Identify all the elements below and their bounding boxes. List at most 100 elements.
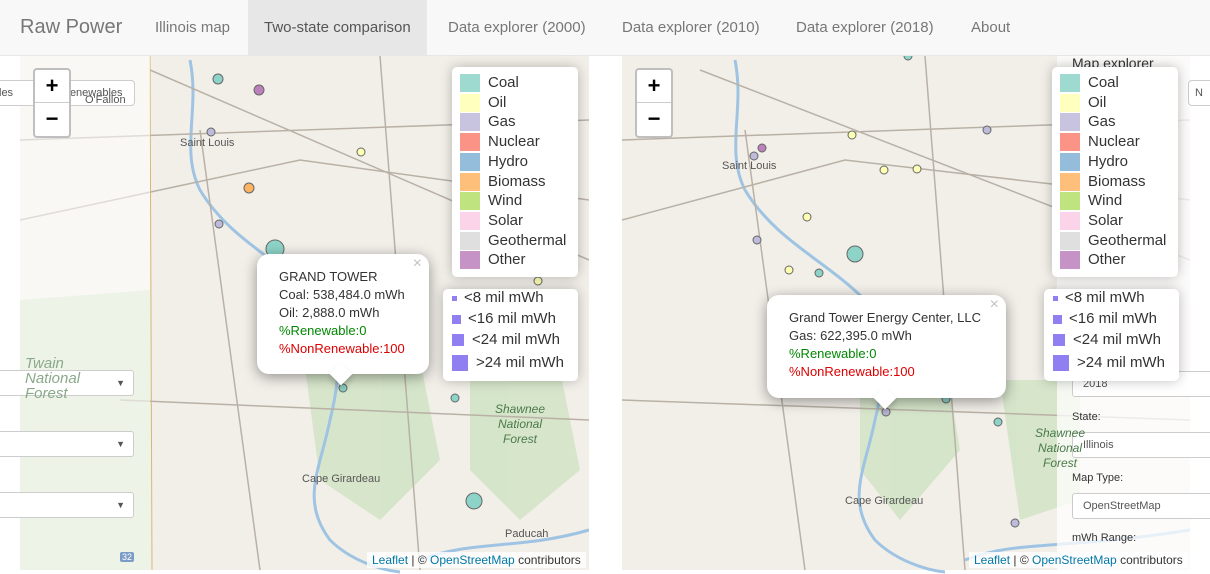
size-label: <8 mil mWh xyxy=(464,289,544,306)
plant-marker[interactable] xyxy=(982,125,992,135)
plant-marker[interactable] xyxy=(206,127,216,137)
plant-marker[interactable] xyxy=(214,219,224,229)
legend: Coal Oil Gas Nuclear Hydro Biomass Wind Solar Ge… xyxy=(452,67,578,277)
legend-swatch xyxy=(1060,133,1080,152)
plant-marker[interactable] xyxy=(847,130,857,140)
attribution-text: | © xyxy=(411,553,427,567)
size-label: <8 mil mWh xyxy=(1065,289,1145,306)
popup-close[interactable]: × xyxy=(412,255,422,272)
brand[interactable]: Raw Power xyxy=(20,16,123,38)
dropdown[interactable]: ▼ xyxy=(0,431,134,457)
legend-label: Hydro xyxy=(488,152,529,170)
place-label: Shawnee National Forest xyxy=(494,402,546,446)
place-label: Cape Girardeau xyxy=(845,495,924,507)
popup-renewable: %Renewable:0 xyxy=(789,346,877,361)
legend-swatch xyxy=(460,74,480,92)
legend-label: Geothermal xyxy=(1088,231,1167,249)
legend-swatch xyxy=(460,113,480,132)
nav-tab[interactable]: Data explorer (2000) xyxy=(448,19,586,36)
size-legend: <8 mil mWh <16 mil mWh <24 mil mWh >24 mil … xyxy=(443,289,578,381)
attribution: Leaflet | © OpenStreetMap contributors xyxy=(969,552,1188,568)
control-button[interactable]: N xyxy=(1188,80,1210,106)
dropdown[interactable]: ▼ xyxy=(0,370,134,396)
plant-marker[interactable] xyxy=(465,492,483,510)
popup-body: GRAND TOWER Coal: 538,484.0 mWh Oil: 2,888… xyxy=(279,268,405,358)
size-label: <16 mil mWh xyxy=(468,310,556,327)
nav-tab[interactable]: Data explorer (2010) xyxy=(622,19,760,36)
plant-marker[interactable] xyxy=(881,407,891,417)
size-swatch xyxy=(1053,334,1065,346)
legend-label: Nuclear xyxy=(1088,133,1140,151)
plant-marker[interactable] xyxy=(802,212,812,222)
field-input[interactable]: OpenStreetMap xyxy=(1072,493,1210,519)
popup-title: Grand Tower Energy Center, LLC xyxy=(789,310,981,325)
zoom-button[interactable]: + xyxy=(35,70,69,103)
legend-swatch xyxy=(1060,211,1080,230)
attribution: Leaflet | © OpenStreetMap contributors xyxy=(367,552,586,568)
place-label: Shawnee National Forest xyxy=(1034,426,1086,470)
size-label: >24 mil mWh xyxy=(476,354,564,371)
plant-marker[interactable] xyxy=(993,417,1003,427)
popup-nonrenewable: %NonRenewable:100 xyxy=(279,341,405,356)
size-swatch xyxy=(452,355,468,371)
legend-label: Wind xyxy=(1088,192,1123,210)
size-swatch xyxy=(1053,295,1058,301)
popup-nonrenewable: %NonRenewable:100 xyxy=(789,364,915,379)
plant-marker[interactable] xyxy=(212,73,224,85)
plant-marker[interactable] xyxy=(757,143,767,153)
attribution-link[interactable]: OpenStreetMap xyxy=(1032,553,1117,567)
plant-marker[interactable] xyxy=(533,276,543,286)
legend-swatch xyxy=(460,231,480,250)
place-label: O'Fallon xyxy=(85,94,126,106)
zoom-button[interactable]: + xyxy=(637,70,671,103)
plant-marker[interactable] xyxy=(253,84,265,96)
legend-label: Oil xyxy=(1088,93,1107,111)
legend-swatch xyxy=(460,251,480,270)
size-swatch xyxy=(1053,314,1062,324)
plant-marker[interactable] xyxy=(846,245,864,263)
plant-marker[interactable] xyxy=(784,265,794,275)
size-swatch xyxy=(452,314,461,324)
size-swatch xyxy=(1053,355,1069,371)
legend-label: Solar xyxy=(1088,211,1124,229)
legend-swatch xyxy=(460,93,480,112)
plant-marker[interactable] xyxy=(450,393,460,403)
legend-label: Coal xyxy=(1088,74,1119,91)
plant-marker[interactable] xyxy=(356,147,366,157)
plant-marker[interactable] xyxy=(752,235,762,245)
zoom-button[interactable]: − xyxy=(45,106,59,131)
plant-marker[interactable] xyxy=(879,165,889,175)
attribution-text: contributors xyxy=(1120,553,1183,567)
legend-label: Biomass xyxy=(1088,172,1146,190)
plant-marker[interactable] xyxy=(814,268,824,278)
plant-marker[interactable] xyxy=(1010,518,1020,528)
attribution-link[interactable]: Leaflet xyxy=(372,553,409,567)
legend-swatch xyxy=(1060,172,1080,191)
attribution-link[interactable]: OpenStreetMap xyxy=(430,553,515,567)
plant-marker[interactable] xyxy=(749,151,759,161)
popup-title: GRAND TOWER xyxy=(279,269,378,284)
field-label: State: xyxy=(1072,411,1101,423)
field-input[interactable]: Illinois xyxy=(1072,432,1210,458)
legend-label: Coal xyxy=(488,74,519,91)
nav-tab[interactable]: Two-state comparison xyxy=(248,0,427,55)
badge: 32 xyxy=(120,552,135,562)
plant-marker[interactable] xyxy=(243,182,255,194)
attribution-link[interactable]: Leaflet xyxy=(974,553,1011,567)
legend-swatch xyxy=(1060,251,1080,270)
plant-marker[interactable] xyxy=(912,164,922,174)
popup-close[interactable]: × xyxy=(989,296,999,313)
nav-tab[interactable]: Data explorer (2018) xyxy=(796,19,934,36)
nav-tab[interactable]: Illinois map xyxy=(155,19,231,36)
popup-line: Gas: 622,395.0 mWh xyxy=(789,328,912,343)
dropdown[interactable]: ▼ xyxy=(0,492,134,518)
size-swatch xyxy=(452,334,464,346)
popup-body: Grand Tower Energy Center, LLC Gas: 622,3… xyxy=(789,309,981,381)
plant-marker[interactable] xyxy=(338,383,348,393)
popup: × GRAND TOWER Coal: 538,484.0 mWh Oil: 2,88… xyxy=(257,254,429,374)
nav-tab[interactable]: About xyxy=(971,19,1011,36)
zoom-button[interactable]: − xyxy=(647,106,661,131)
legend-swatch xyxy=(460,172,480,191)
place-label: Twain National Forest xyxy=(25,355,81,402)
